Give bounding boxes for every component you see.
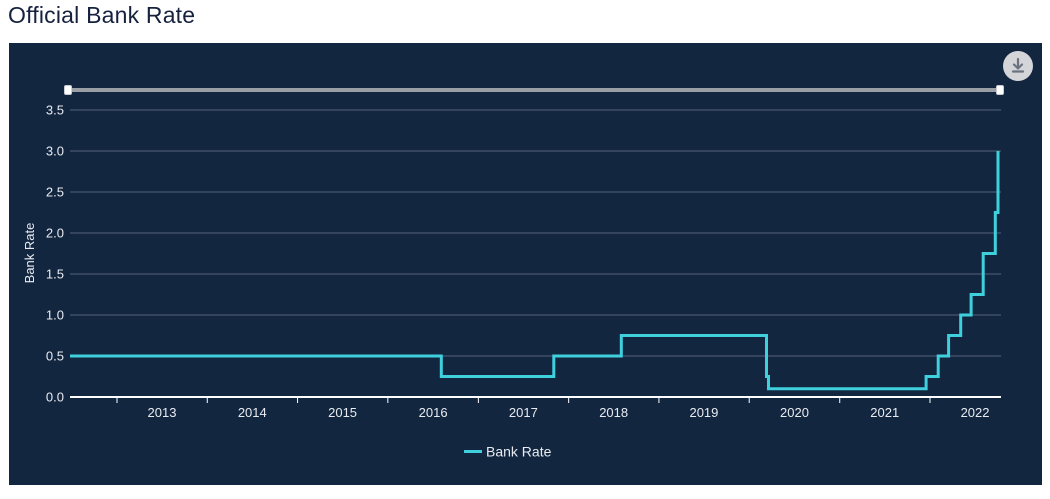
x-tick-label: 2014	[238, 405, 267, 420]
x-tick-label: 2015	[328, 405, 357, 420]
page-title: Official Bank Rate	[8, 2, 196, 28]
y-tick-label: 2.5	[46, 185, 64, 200]
x-tick-label: 2020	[780, 405, 809, 420]
download-icon	[1011, 57, 1025, 73]
legend[interactable]: Bank Rate	[464, 444, 552, 460]
y-tick-label: 1.5	[46, 267, 64, 282]
navigator-handle-left[interactable]	[64, 85, 72, 95]
x-tick-label: 2018	[599, 405, 628, 420]
navigator-handle-right[interactable]	[996, 85, 1004, 95]
grid-layer	[70, 109, 1001, 398]
y-tick-label: 2.0	[46, 226, 64, 241]
y-tick-label: 3.5	[46, 103, 64, 118]
x-tick-label: 2019	[689, 405, 718, 420]
download-button[interactable]	[1003, 51, 1033, 81]
y-axis-ticks: 0.0 0.5 1.0 1.5 2.0 2.5 3.0 3.5	[46, 103, 64, 405]
y-tick-label: 1.0	[46, 308, 64, 323]
x-tick-label: 2013	[148, 405, 177, 420]
legend-label-bank-rate[interactable]: Bank Rate	[486, 444, 552, 460]
x-tick-label: 2017	[509, 405, 538, 420]
y-axis-title: Bank Rate	[22, 223, 37, 284]
range-navigator[interactable]	[64, 85, 1004, 95]
x-axis-ticks: 2013 2014 2015 2016 2017 2018 2019 2020 2021 2022	[116, 397, 990, 420]
y-tick-label: 3.0	[46, 144, 64, 159]
x-tick-label: 2021	[870, 405, 899, 420]
x-tick-label: 2022	[961, 405, 990, 420]
chart-panel	[9, 43, 1042, 485]
y-tick-label: 0.5	[46, 349, 64, 364]
y-tick-label: 0.0	[46, 390, 64, 405]
x-tick-label: 2016	[419, 405, 448, 420]
series-line-bank-rate	[70, 151, 1000, 391]
